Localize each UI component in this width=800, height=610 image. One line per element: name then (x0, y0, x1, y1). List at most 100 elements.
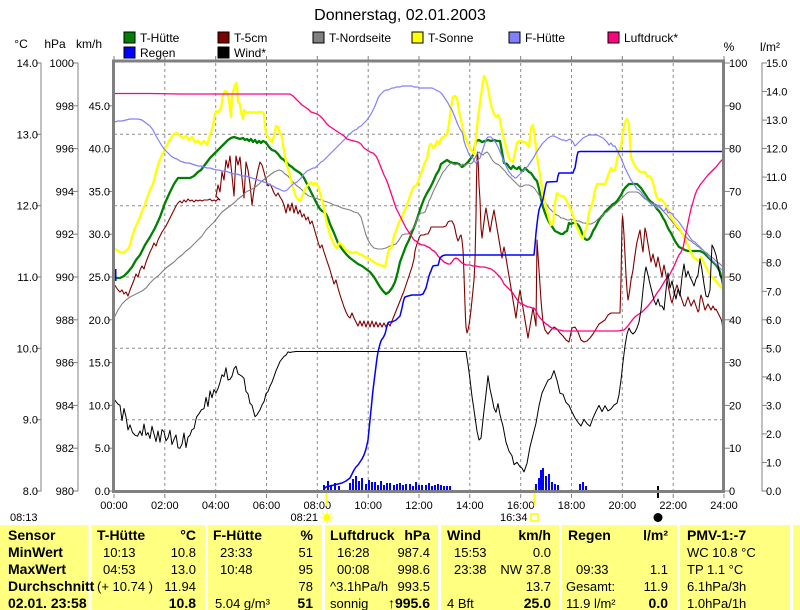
svg-text:30.0: 30.0 (89, 229, 110, 241)
svg-text:10.8: 10.8 (171, 545, 196, 560)
svg-text:18:00: 18:00 (558, 500, 586, 512)
svg-text:994: 994 (56, 186, 74, 198)
svg-text:PMV-1:-7: PMV-1:-7 (687, 527, 746, 543)
svg-text:08:00: 08:00 (304, 500, 332, 512)
svg-text:0.0: 0.0 (95, 486, 110, 498)
svg-text:12.0: 12.0 (766, 144, 787, 156)
svg-text:11.9 l/m²: 11.9 l/m² (566, 596, 616, 610)
svg-text:8.0: 8.0 (766, 258, 781, 270)
svg-text:F-Hütte: F-Hütte (213, 527, 262, 543)
svg-text:45.0: 45.0 (89, 101, 110, 113)
svg-text:Durchschnitt: Durchschnitt (8, 578, 95, 594)
svg-text:51: 51 (297, 595, 313, 610)
svg-text:km/h: km/h (76, 37, 102, 51)
svg-text:T-Hütte: T-Hütte (140, 31, 180, 45)
svg-text:90: 90 (729, 101, 741, 113)
svg-text:02:00: 02:00 (151, 500, 179, 512)
svg-text:08:13: 08:13 (10, 512, 38, 524)
svg-text:9.0: 9.0 (766, 229, 781, 241)
svg-text:Regen: Regen (140, 46, 175, 60)
svg-text:980: 980 (56, 486, 74, 498)
svg-text:14.0: 14.0 (766, 87, 787, 99)
svg-text:WC 10.8 °C: WC 10.8 °C (687, 545, 756, 560)
svg-text:16:28: 16:28 (337, 545, 370, 560)
svg-text:20: 20 (729, 400, 741, 412)
svg-text:Regen: Regen (568, 527, 611, 543)
svg-text:30: 30 (729, 358, 741, 370)
svg-text:988: 988 (56, 315, 74, 327)
svg-text:0.0: 0.0 (533, 545, 551, 560)
svg-text:T-Hütte: T-Hütte (97, 527, 145, 543)
svg-text:15.0: 15.0 (766, 58, 787, 70)
svg-text:10.8: 10.8 (169, 595, 196, 610)
svg-text:990: 990 (56, 272, 74, 284)
svg-text:0: 0 (729, 486, 735, 498)
svg-text:6.1hPa/3h: 6.1hPa/3h (687, 579, 746, 594)
svg-text:0.0: 0.0 (766, 486, 781, 498)
svg-text:12:00: 12:00 (405, 500, 433, 512)
svg-text:984: 984 (56, 400, 74, 412)
svg-text:9.0: 9.0 (23, 415, 38, 427)
svg-text:50: 50 (729, 272, 741, 284)
svg-text:10: 10 (729, 443, 741, 455)
svg-text:11.0: 11.0 (17, 272, 38, 284)
svg-text:04:00: 04:00 (202, 500, 230, 512)
svg-text:20.0: 20.0 (89, 315, 110, 327)
svg-text:11.94: 11.94 (164, 579, 196, 594)
svg-text:09:33: 09:33 (576, 562, 609, 577)
svg-text:06:00: 06:00 (253, 500, 281, 512)
svg-text:^3.1hPa/h: ^3.1hPa/h (330, 579, 388, 594)
svg-text:02.01. 23:58: 02.01. 23:58 (8, 595, 87, 610)
svg-text:1.0hPa/1h: 1.0hPa/1h (687, 596, 746, 610)
svg-text:4.0: 4.0 (766, 372, 781, 384)
svg-text:35.0: 35.0 (89, 186, 110, 198)
svg-text:13.0: 13.0 (171, 562, 196, 577)
svg-text:51: 51 (299, 545, 313, 560)
svg-text:16:00: 16:00 (507, 500, 535, 512)
svg-text:100: 100 (729, 58, 747, 70)
svg-text:23:38: 23:38 (454, 562, 487, 577)
svg-text:11.9: 11.9 (644, 579, 668, 594)
svg-text:Luftdruck*: Luftdruck* (624, 31, 678, 45)
svg-text:5.04 g/m³: 5.04 g/m³ (215, 596, 271, 610)
svg-text:95: 95 (299, 562, 313, 577)
svg-text:15:53: 15:53 (454, 545, 487, 560)
svg-text:Wind: Wind (447, 527, 481, 543)
svg-text:km/h: km/h (518, 527, 551, 543)
svg-text:°C: °C (180, 527, 196, 543)
svg-text:sonnig: sonnig (330, 596, 368, 610)
svg-text:6.0: 6.0 (766, 315, 781, 327)
svg-text:8.0: 8.0 (23, 486, 38, 498)
svg-text:2.0: 2.0 (766, 429, 781, 441)
svg-text:20:00: 20:00 (609, 500, 637, 512)
svg-text:F-Hütte: F-Hütte (525, 31, 565, 45)
svg-text:10:00: 10:00 (354, 500, 382, 512)
svg-text:987.4: 987.4 (397, 545, 430, 560)
svg-text:5.0: 5.0 (95, 443, 110, 455)
svg-text:40.0: 40.0 (89, 144, 110, 156)
svg-text:22:00: 22:00 (659, 500, 687, 512)
svg-text:16:34: 16:34 (500, 512, 528, 524)
svg-text:Donnerstag, 02.01.2003: Donnerstag, 02.01.2003 (314, 7, 486, 24)
svg-text:00:00: 00:00 (100, 500, 128, 512)
svg-text:11.0: 11.0 (766, 172, 787, 184)
svg-text:10:13: 10:13 (103, 545, 136, 560)
svg-text:T-Sonne: T-Sonne (428, 31, 474, 45)
svg-text:78: 78 (299, 579, 313, 594)
svg-text:NW 37.8: NW 37.8 (500, 562, 551, 577)
svg-text:998.6: 998.6 (397, 562, 430, 577)
svg-text:Sensor: Sensor (8, 527, 56, 543)
svg-text:40: 40 (729, 315, 741, 327)
svg-text:14.0: 14.0 (17, 58, 38, 70)
svg-text:00:08: 00:08 (337, 562, 370, 577)
svg-text:4 Bft: 4 Bft (447, 596, 474, 610)
svg-text:13.0: 13.0 (766, 115, 787, 127)
svg-text:T-5cm: T-5cm (234, 31, 267, 45)
svg-text:25.0: 25.0 (524, 595, 551, 610)
svg-text:13.0: 13.0 (17, 129, 38, 141)
svg-text:10.0: 10.0 (17, 343, 38, 355)
svg-text:1000: 1000 (50, 58, 74, 70)
svg-text:70: 70 (729, 186, 741, 198)
svg-text:3.0: 3.0 (766, 400, 781, 412)
svg-text:↑995.6: ↑995.6 (388, 595, 430, 610)
